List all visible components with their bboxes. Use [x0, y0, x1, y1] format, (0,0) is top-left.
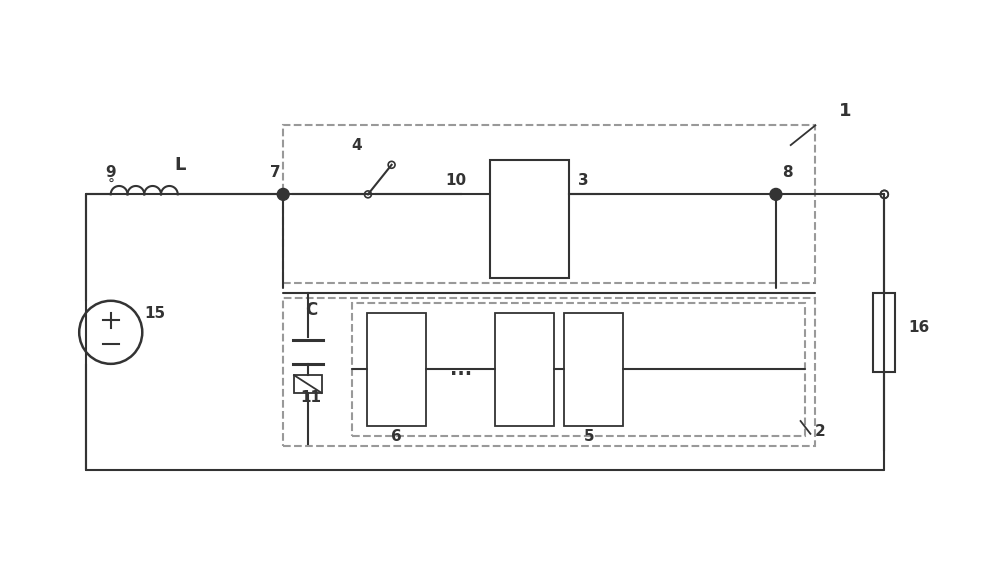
- Text: L: L: [174, 156, 185, 174]
- Text: 9: 9: [105, 164, 116, 179]
- Text: 4: 4: [352, 138, 362, 153]
- Circle shape: [770, 189, 782, 201]
- Text: 6: 6: [391, 429, 402, 444]
- Text: 15: 15: [145, 305, 166, 320]
- Text: °: °: [107, 178, 114, 191]
- Text: 3: 3: [578, 172, 589, 187]
- Text: 10: 10: [445, 172, 466, 187]
- Text: 7: 7: [270, 164, 281, 179]
- Circle shape: [277, 189, 289, 201]
- Text: 16: 16: [908, 320, 929, 335]
- Text: 11: 11: [300, 390, 321, 405]
- Text: 8: 8: [782, 164, 793, 179]
- Text: C: C: [305, 301, 317, 319]
- Text: 2: 2: [815, 424, 826, 439]
- Text: ...: ...: [450, 360, 472, 379]
- Text: 5: 5: [583, 429, 594, 444]
- Text: 1: 1: [839, 101, 851, 120]
